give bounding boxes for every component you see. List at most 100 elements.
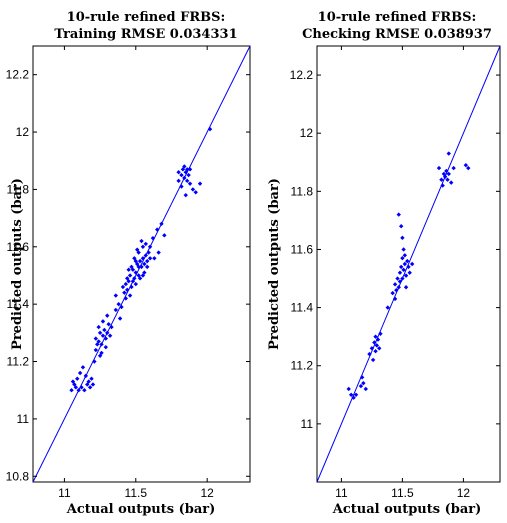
training-data-point <box>122 290 127 295</box>
training-data-point <box>117 316 123 321</box>
training-data-point <box>126 279 131 284</box>
training-data-point <box>147 244 153 249</box>
checking-data-point <box>395 276 400 281</box>
checking-data-point <box>377 346 382 351</box>
checking-y-tick-label: 11.8 <box>291 184 314 198</box>
training-data-point <box>87 385 93 390</box>
checking-data-point <box>445 177 450 182</box>
training-data-point <box>159 221 164 227</box>
checking-data-point <box>449 180 454 185</box>
checking-data-point <box>407 270 412 275</box>
training-data-point <box>190 187 196 192</box>
training-data-point <box>106 322 111 327</box>
training-data-point <box>100 333 106 338</box>
checking-data-point <box>398 224 404 229</box>
training-y-tick-label: 10.8 <box>6 469 30 483</box>
training-data-point <box>184 167 190 172</box>
training-data-point <box>96 324 101 330</box>
training-data-point <box>93 347 99 353</box>
checking-data-point <box>451 165 456 171</box>
training-data-point <box>89 376 94 381</box>
training-data-point <box>99 350 104 356</box>
checking-scatter-plot: 10-rule refined FRBS: Checking RMSE 0.03… <box>267 10 501 517</box>
training-data-point <box>156 250 161 255</box>
checking-data-point <box>400 276 405 281</box>
training-data-point <box>123 296 128 301</box>
checking-points <box>346 151 471 400</box>
checking-data-point <box>375 337 381 342</box>
training-data-point <box>182 175 187 181</box>
training-data-point <box>197 181 203 186</box>
training-data-point <box>116 301 121 307</box>
training-data-point <box>152 256 157 261</box>
training-data-point <box>76 388 81 393</box>
checking-y-tick-label: 12.2 <box>290 68 314 82</box>
training-data-point <box>176 178 181 184</box>
training-data-point <box>102 327 107 333</box>
training-points <box>69 126 213 393</box>
training-data-point <box>126 267 131 272</box>
training-data-point <box>182 164 187 169</box>
training-data-point <box>69 388 74 393</box>
checking-data-point <box>466 165 471 171</box>
checking-data-point <box>392 296 398 302</box>
training-y-tick-label: 12 <box>16 125 30 139</box>
training-data-point <box>145 258 150 264</box>
checking-data-point <box>397 279 403 284</box>
checking-x-tick-label: 11 <box>335 486 348 500</box>
checking-y-tick-label: 11.2 <box>291 359 314 373</box>
checking-x-tick-label: 11.5 <box>391 486 414 500</box>
checking-data-point <box>367 351 372 357</box>
training-data-point <box>93 336 99 341</box>
checking-title-line-2: Checking RMSE 0.038937 <box>302 27 492 42</box>
training-scatter-plot: 10-rule refined FRBS: Training RMSE 0.03… <box>6 10 251 517</box>
checking-y-tick-label: 11.6 <box>291 242 314 256</box>
checking-data-point <box>401 267 406 273</box>
checking-y-axis-label: Predicted outputs (bar) <box>267 178 282 350</box>
training-x-tick-label: 11.5 <box>125 486 148 500</box>
training-data-point <box>109 324 114 330</box>
training-data-point <box>130 279 136 284</box>
training-data-point <box>176 170 181 175</box>
training-data-point <box>129 284 134 290</box>
training-data-point <box>80 365 86 370</box>
training-y-tick-label: 12.2 <box>6 68 30 82</box>
training-data-point <box>82 388 87 393</box>
checking-x-tick-label: 12 <box>457 486 471 500</box>
training-x-axis-label: Actual outputs (bar) <box>66 502 216 517</box>
training-data-point <box>77 370 83 376</box>
checking-data-point <box>358 383 364 389</box>
training-data-point <box>193 190 198 195</box>
training-data-point <box>207 126 213 132</box>
training-title-line-1: 10-rule refined FRBS: <box>67 10 226 25</box>
training-data-point <box>187 181 193 186</box>
training-data-point <box>100 319 106 324</box>
checking-data-point <box>363 386 368 392</box>
training-data-point <box>140 273 146 278</box>
checking-data-point <box>396 212 401 217</box>
checking-data-point <box>442 174 448 179</box>
checking-data-point <box>403 285 409 290</box>
checking-data-point <box>346 386 351 392</box>
training-data-point <box>103 344 109 350</box>
checking-data-point <box>436 165 442 171</box>
checking-data-point <box>394 287 399 293</box>
training-data-point <box>107 333 113 338</box>
training-data-point <box>70 379 76 384</box>
training-data-point <box>97 330 103 336</box>
training-data-point <box>113 293 119 298</box>
checking-data-point <box>403 273 409 278</box>
training-data-point <box>79 385 84 390</box>
training-data-point <box>150 235 156 241</box>
training-data-point <box>133 258 138 264</box>
training-data-point <box>135 247 140 252</box>
checking-data-point <box>409 261 415 267</box>
training-y-tick-label: 11 <box>17 412 30 426</box>
checking-data-point <box>369 346 375 351</box>
training-data-point <box>186 172 191 178</box>
training-data-point <box>187 167 193 172</box>
checking-data-point <box>348 392 354 397</box>
training-data-point <box>127 273 133 278</box>
checking-data-point <box>401 247 406 252</box>
checking-data-point <box>392 282 398 287</box>
